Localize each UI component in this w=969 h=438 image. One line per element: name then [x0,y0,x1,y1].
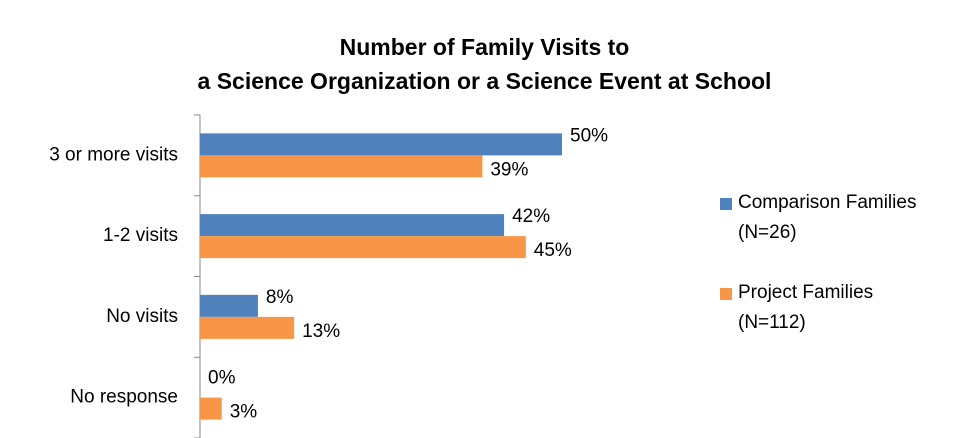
y-tick-label: 1-2 visits [103,225,178,246]
y-tick-label: No response [70,387,178,408]
data-label: 42% [512,206,550,227]
data-label: 13% [302,321,340,342]
bar [200,214,505,237]
legend-label: Comparison Families (N=26) [738,192,917,243]
bar [200,236,526,259]
y-tick-label: 3 or more visits [49,144,178,165]
bar [200,133,562,156]
data-label: 39% [490,159,528,180]
bar [200,397,222,420]
legend-item: Project Families (N=112) [720,278,930,338]
data-label: 8% [266,287,294,308]
y-tick-label: No visits [106,306,178,327]
data-label: 45% [534,240,572,261]
bar [200,155,483,178]
legend-swatch [720,198,732,210]
legend-swatch [720,288,732,300]
legend-item: Comparison Families (N=26) [720,188,930,248]
data-label: 0% [208,368,236,389]
bar [200,294,258,317]
bar [200,316,295,339]
data-label: 3% [230,402,258,423]
data-label: 50% [570,125,608,146]
chart-title: Number of Family Visits to a Science Org… [197,34,772,94]
legend-label: Project Families (N=112) [738,282,874,333]
